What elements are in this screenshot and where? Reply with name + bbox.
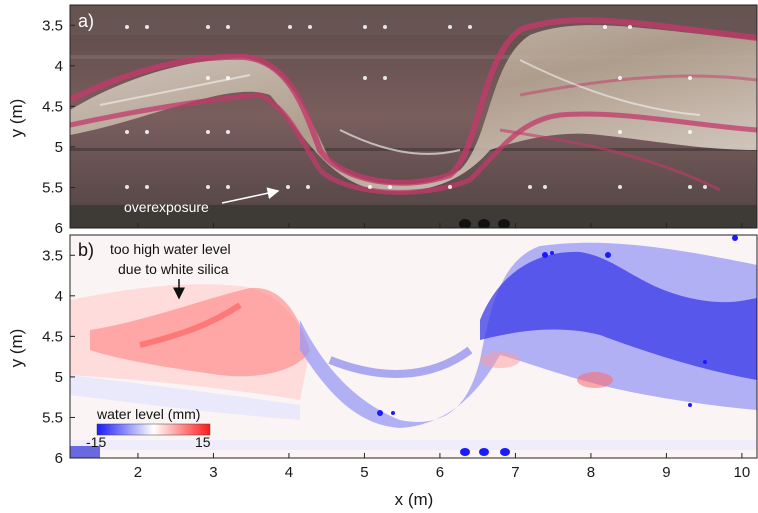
y-tick-label-a-3: 5 — [55, 139, 63, 156]
panel-b-letter: b) — [78, 240, 94, 260]
x-tick-label-4: 6 — [436, 464, 444, 481]
y-tick-label-a-0: 3.5 — [42, 17, 63, 34]
panel-a-image — [70, 5, 757, 228]
panel-a-letter: a) — [78, 11, 94, 31]
x-tick-label-8: 10 — [734, 464, 751, 481]
x-tick-label-6: 8 — [587, 464, 595, 481]
colorbar-min: -15 — [86, 434, 106, 450]
y-tick-label-b-2: 4.5 — [42, 328, 63, 345]
y-axis-label-b: y (m) — [7, 329, 26, 368]
silica-annotation-line1: too high water level — [110, 241, 231, 257]
panel-a-frame — [69, 4, 758, 229]
colorbar-gradient — [96, 423, 211, 436]
panel-b-heatmap — [70, 235, 757, 458]
y-tick-label-a-5: 6 — [55, 220, 63, 237]
panel-b-frame — [69, 234, 758, 459]
y-tick-label-b-5: 6 — [55, 450, 63, 467]
y-axis-label-a: y (m) — [7, 99, 26, 138]
axis-ticks: 3.5 4 4.5 5 5.5 6 3.5 4 4.5 5 5.5 6 2 3 4 5 6 7 8 9 10 — [42, 17, 750, 481]
x-tick-label-3: 5 — [360, 464, 368, 481]
y-tick-label-b-1: 4 — [55, 288, 63, 305]
x-tick-label-0: 2 — [134, 464, 142, 481]
x-tick-label-5: 7 — [511, 464, 519, 481]
silica-annotation-line2: due to white silica — [118, 261, 229, 277]
colorbar-title: water level (mm) — [96, 406, 200, 422]
x-tick-label-2: 4 — [285, 464, 293, 481]
y-tick-label-b-3: 5 — [55, 369, 63, 386]
colorbar: water level (mm) -15 15 — [86, 406, 211, 450]
x-axis-label: x (m) — [395, 490, 434, 509]
y-tick-label-b-4: 5.5 — [42, 409, 63, 426]
x-tick-label-1: 3 — [209, 464, 217, 481]
overexposure-annotation: overexposure — [124, 199, 209, 215]
y-tick-label-a-4: 5.5 — [42, 179, 63, 196]
overexposure-arrow — [221, 187, 280, 204]
y-tick-label-a-2: 4.5 — [42, 98, 63, 115]
x-tick-label-7: 9 — [662, 464, 670, 481]
colorbar-max: 15 — [195, 434, 211, 450]
y-tick-label-b-0: 3.5 — [42, 247, 63, 264]
y-tick-label-a-1: 4 — [55, 58, 63, 75]
